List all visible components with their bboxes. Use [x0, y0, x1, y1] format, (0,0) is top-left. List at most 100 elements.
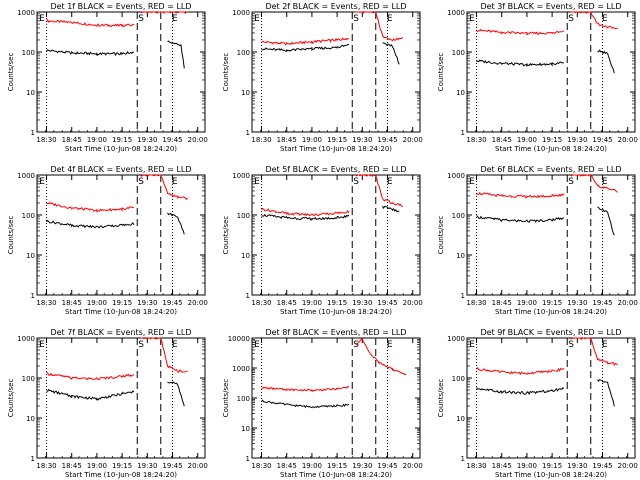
x-tick-label: 19:15	[112, 299, 132, 307]
lld-series-line	[46, 337, 188, 381]
x-tick-label: 18:30	[251, 462, 271, 470]
x-tick-label: 19:30	[137, 299, 157, 307]
x-tick-label: 19:45	[377, 462, 397, 470]
x-tick-label: 18:30	[251, 136, 271, 144]
marker-label-E: E	[387, 340, 393, 350]
chart-panel-8: Det 8f BLACK = Events, RED = LLD 1 10 100 10…	[222, 328, 423, 479]
plot-frame	[251, 337, 421, 459]
x-tick-label: 20:00	[403, 299, 423, 307]
chart-panel-5: Det 5f BLACK = Events, RED = LLD 1 10 100 10…	[222, 165, 423, 316]
x-tick-label: 18:45	[62, 136, 82, 144]
marker-label-E: E	[172, 340, 178, 350]
y-axis-label: Counts/sec	[437, 216, 445, 255]
x-tick-label: 19:30	[567, 462, 587, 470]
x-tick-label: 19:45	[162, 136, 182, 144]
y-axis-label: Counts/sec	[222, 216, 230, 255]
x-tick-label: 19:00	[517, 462, 537, 470]
x-tick-label: 19:15	[542, 462, 562, 470]
x-tick-label: 20:00	[188, 136, 208, 144]
x-tick-label: 19:15	[327, 299, 347, 307]
chart-panel-6: Det 6f BLACK = Events, RED = LLD 1 10 100 10…	[437, 165, 638, 316]
x-tick-label: 18:45	[277, 136, 297, 144]
y-tick-label: 1000	[17, 335, 35, 343]
y-tick-label: 10	[241, 252, 250, 260]
plot-frame	[36, 11, 206, 133]
marker-label-E: E	[254, 340, 260, 350]
y-tick-label: 100	[22, 212, 35, 220]
x-tick-label: 18:45	[62, 462, 82, 470]
plot-frame	[466, 11, 636, 133]
marker-label-E: E	[602, 177, 608, 187]
x-tick-label: 19:45	[592, 462, 612, 470]
y-tick-label: 100	[237, 49, 250, 57]
y-axis-label: Counts/sec	[222, 379, 230, 418]
marker-label-E: E	[39, 14, 45, 24]
chart-title: Det 1f BLACK = Events, RED = LLD	[50, 2, 191, 11]
x-tick-label: 19:30	[352, 299, 372, 307]
marker-label-E: E	[387, 177, 393, 187]
marker-label-E: E	[172, 177, 178, 187]
lld-series-line	[261, 338, 407, 392]
y-tick-label: 1000	[447, 9, 465, 17]
y-tick-label: 10	[26, 415, 35, 423]
marker-label-E: E	[602, 14, 608, 24]
y-tick-label: 100	[237, 395, 250, 403]
y-tick-label: 10	[26, 89, 35, 97]
y-tick-label: 1000	[447, 172, 465, 180]
y-tick-label: 10	[456, 89, 465, 97]
events-series-line	[476, 49, 615, 74]
chart-title: Det 5f BLACK = Events, RED = LLD	[265, 165, 406, 174]
y-axis-label: Counts/sec	[222, 53, 230, 92]
y-tick-label: 10	[26, 252, 35, 260]
x-tick-label: 19:30	[567, 136, 587, 144]
y-tick-label: 100	[237, 212, 250, 220]
plot-frame	[251, 11, 421, 133]
x-tick-label: 19:15	[112, 136, 132, 144]
y-tick-label: 1	[461, 292, 465, 300]
marker-label-E: E	[469, 14, 475, 24]
y-tick-label: 10	[456, 415, 465, 423]
y-tick-label: 1	[246, 292, 250, 300]
y-tick-label: 1000	[447, 335, 465, 343]
x-tick-label: 19:00	[302, 136, 322, 144]
x-tick-label: 20:00	[618, 462, 638, 470]
x-tick-label: 19:00	[302, 299, 322, 307]
marker-label-S: S	[138, 340, 144, 350]
y-tick-label: 1000	[232, 172, 250, 180]
y-tick-label: 1	[246, 129, 250, 137]
y-tick-label: 1000	[232, 365, 250, 373]
marker-label-E: E	[254, 177, 260, 187]
lld-series-line	[261, 173, 403, 217]
events-series-line	[46, 40, 185, 69]
y-tick-label: 1	[31, 455, 35, 463]
marker-label-S: S	[568, 340, 574, 350]
x-tick-label: 19:15	[112, 462, 132, 470]
x-tick-label: 18:30	[251, 299, 271, 307]
x-tick-label: 18:30	[36, 136, 56, 144]
lld-series-line	[476, 11, 618, 36]
x-tick-label: 18:45	[277, 299, 297, 307]
chart-panel-2: Det 2f BLACK = Events, RED = LLD 1 10 100 10…	[222, 2, 423, 153]
y-tick-label: 100	[452, 212, 465, 220]
marker-label-E: E	[387, 14, 393, 24]
y-axis-label: Counts/sec	[7, 53, 15, 92]
x-tick-label: 19:00	[87, 462, 107, 470]
chart-title: Det 8f BLACK = Events, RED = LLD	[265, 328, 406, 337]
chart-title: Det 2f BLACK = Events, RED = LLD	[265, 2, 406, 11]
lld-series-line	[476, 337, 618, 376]
marker-label-S: S	[353, 177, 359, 187]
events-series-line	[476, 379, 615, 407]
x-tick-label: 20:00	[403, 462, 423, 470]
marker-label-S: S	[353, 14, 359, 24]
plot-frame	[251, 174, 421, 296]
y-tick-label: 1	[461, 455, 465, 463]
y-tick-label: 1000	[232, 9, 250, 17]
x-tick-label: 20:00	[188, 462, 208, 470]
marker-label-S: S	[138, 14, 144, 24]
lld-series-line	[261, 11, 403, 46]
plot-frame	[466, 174, 636, 296]
y-tick-label: 100	[22, 375, 35, 383]
y-tick-label: 1	[461, 129, 465, 137]
x-tick-label: 19:00	[302, 462, 322, 470]
